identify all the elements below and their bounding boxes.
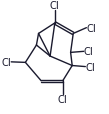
Text: Cl: Cl: [86, 23, 96, 33]
Text: Cl: Cl: [84, 47, 94, 57]
Text: Cl: Cl: [85, 62, 95, 72]
Text: Cl: Cl: [1, 57, 11, 67]
Text: Cl: Cl: [50, 1, 60, 11]
Text: Cl: Cl: [58, 94, 68, 104]
